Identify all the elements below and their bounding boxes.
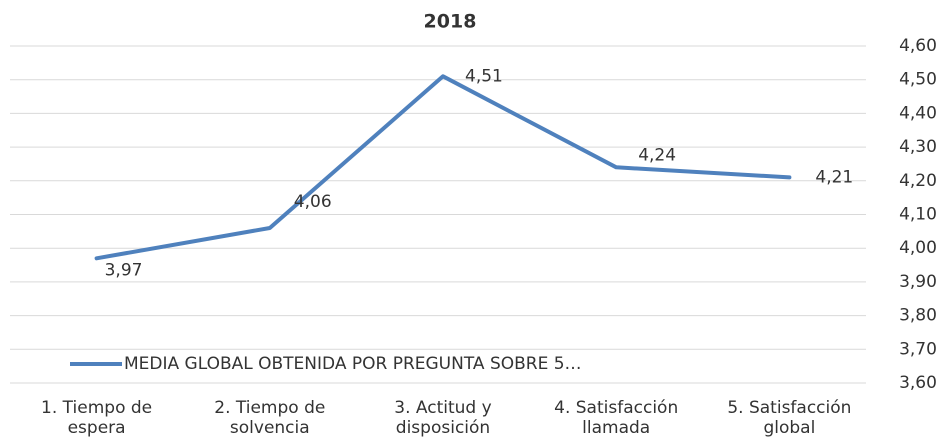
data-label: 4,06 bbox=[294, 192, 332, 212]
data-label: 4,24 bbox=[638, 145, 676, 165]
data-label: 4,51 bbox=[465, 66, 503, 86]
x-tick-label: 5. Satisfacción global bbox=[727, 398, 852, 438]
y-tick-label: 4,50 bbox=[899, 70, 937, 90]
y-tick-label: 3,90 bbox=[899, 272, 937, 292]
chart-title: 2018 bbox=[424, 11, 477, 33]
y-tick-label: 4,40 bbox=[899, 103, 937, 123]
x-tick-label: 2. Tiempo de solvencia bbox=[214, 398, 326, 438]
y-tick-label: 3,80 bbox=[899, 306, 937, 326]
y-tick-label: 4,10 bbox=[899, 205, 937, 225]
y-tick-label: 3,60 bbox=[899, 373, 937, 393]
y-tick-label: 4,00 bbox=[899, 238, 937, 258]
legend-label: MEDIA GLOBAL OBTENIDA POR PREGUNTA SOBRE… bbox=[124, 354, 582, 374]
y-tick-label: 4,30 bbox=[899, 137, 937, 157]
data-label: 4,21 bbox=[815, 167, 853, 187]
y-tick-label: 4,60 bbox=[899, 36, 937, 56]
data-line bbox=[94, 74, 792, 261]
y-tick-label: 4,20 bbox=[899, 171, 937, 191]
data-label: 3,97 bbox=[105, 260, 143, 280]
x-tick-label: 3. Actitud y disposición bbox=[394, 398, 492, 438]
x-tick-label: 4. Satisfacción llamada bbox=[554, 398, 679, 438]
y-tick-label: 3,70 bbox=[899, 339, 937, 359]
x-tick-label: 1. Tiempo de espera bbox=[41, 398, 153, 438]
